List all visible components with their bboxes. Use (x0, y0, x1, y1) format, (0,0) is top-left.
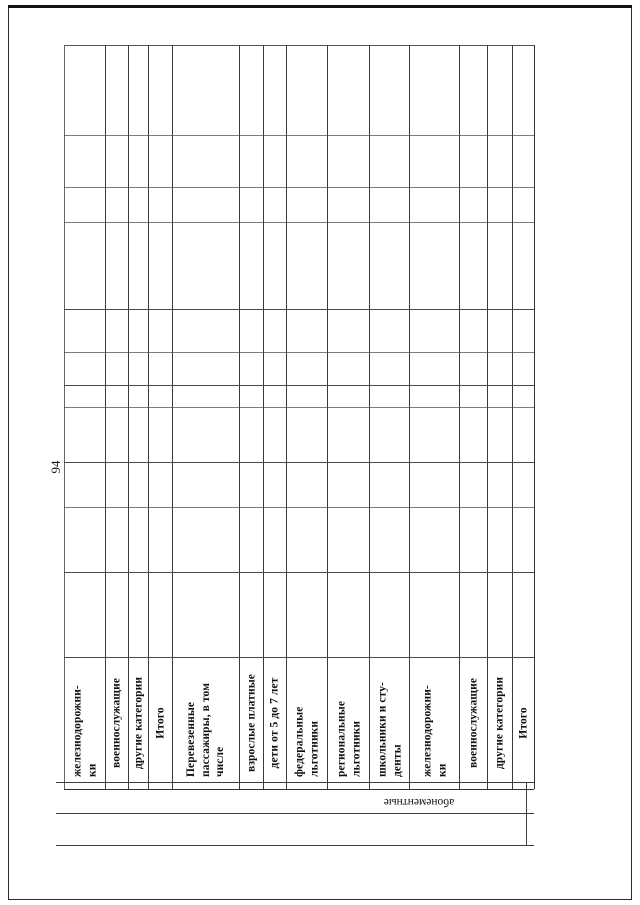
row-separator-8 (327, 45, 328, 789)
row-header-label: военнослужащие (467, 677, 480, 769)
row-header-regionalnye-lgotniki: региональные льготники (328, 657, 369, 789)
tail-rule-1 (56, 782, 534, 783)
row-separator-6 (263, 45, 264, 789)
table-border-left (64, 45, 65, 789)
column-separator-8 (64, 462, 534, 463)
row-header-itogo-1: Итого (149, 657, 172, 789)
tail-rule-right-edge (526, 782, 527, 846)
scanned-page-frame: 94 железнодорож (8, 5, 632, 900)
table-border-top (64, 45, 534, 46)
row-header-drugie-kategorii-2: другие категории (488, 657, 512, 789)
table-border-bottom (64, 789, 534, 790)
row-header-deti-5-7: дети от 5 до 7 лет (264, 657, 286, 789)
column-separator-9 (64, 507, 534, 508)
row-header-shkolniki-studenty: школьники и сту- денты (370, 657, 409, 789)
column-separator-2 (64, 187, 534, 188)
row-header-label: федеральные льготники (293, 706, 320, 777)
column-separator-1 (64, 135, 534, 136)
row-header-itogo-2: Итого (513, 657, 534, 789)
page-number-value: 94 (48, 460, 63, 474)
row-header-label: военнослужащие (110, 677, 123, 769)
row-header-vzroslye-platnye: взрослые платные (240, 657, 263, 789)
row-separator-4 (172, 45, 173, 789)
row-header-label: железнодорожни- ки (420, 685, 448, 777)
row-header-label: взрослые платные (245, 674, 258, 772)
row-group-caption: абонементные (289, 789, 549, 815)
row-header-perevezennye-passazhiry: Перевезенные пассажиры, в том числе (173, 657, 239, 789)
row-separator-7 (286, 45, 287, 789)
row-header-label: другие категории (493, 676, 506, 770)
column-separator-5 (64, 352, 534, 353)
row-header-zheleznodorozhniki-2: железнодорожни- ки (410, 657, 459, 789)
row-header-drugie-kategorii-1: другие категории (129, 657, 148, 789)
row-header-label: региональные льготники (334, 700, 362, 777)
table-border-right (534, 45, 535, 789)
row-separator-13 (512, 45, 513, 789)
row-separator-3 (148, 45, 149, 789)
row-separator-11 (459, 45, 460, 789)
column-separator-11 (64, 657, 534, 658)
row-header-label: железнодорожни- ки (71, 685, 98, 777)
row-header-label: Итого (517, 707, 530, 739)
row-separator-2 (128, 45, 129, 789)
row-header-label: школьники и сту- денты (375, 682, 403, 777)
row-header-voennosluzhashchie-2: военнослужащие (460, 657, 487, 789)
column-separator-3 (64, 222, 534, 223)
tail-rule-2 (56, 813, 534, 814)
row-header-federalnye-lgotniki: федеральные льготники (287, 657, 327, 789)
row-header-label: дети от 5 до 7 лет (268, 677, 281, 769)
data-table: железнодорожни- ки военнослужащие другие… (64, 45, 535, 808)
row-header-label: Итого (154, 707, 167, 739)
row-separator-9 (369, 45, 370, 789)
row-separator-5 (239, 45, 240, 789)
row-group-caption-label: абонементные (383, 796, 455, 808)
row-separator-10 (409, 45, 410, 789)
row-header-zheleznodorozhniki-1: железнодорожни- ки (65, 657, 105, 789)
tail-rule-3 (56, 845, 534, 846)
row-header-voennosluzhashchie-1: военнослужащие (106, 657, 128, 789)
column-separator-7 (64, 407, 534, 408)
row-header-label: Перевезенные пассажиры, в том числе (184, 682, 227, 777)
row-separator-12 (487, 45, 488, 789)
column-separator-4 (64, 309, 534, 310)
column-separator-10 (64, 572, 534, 573)
column-separator-6 (64, 385, 534, 386)
row-separator-1 (105, 45, 106, 789)
row-header-label: другие категории (132, 676, 145, 770)
